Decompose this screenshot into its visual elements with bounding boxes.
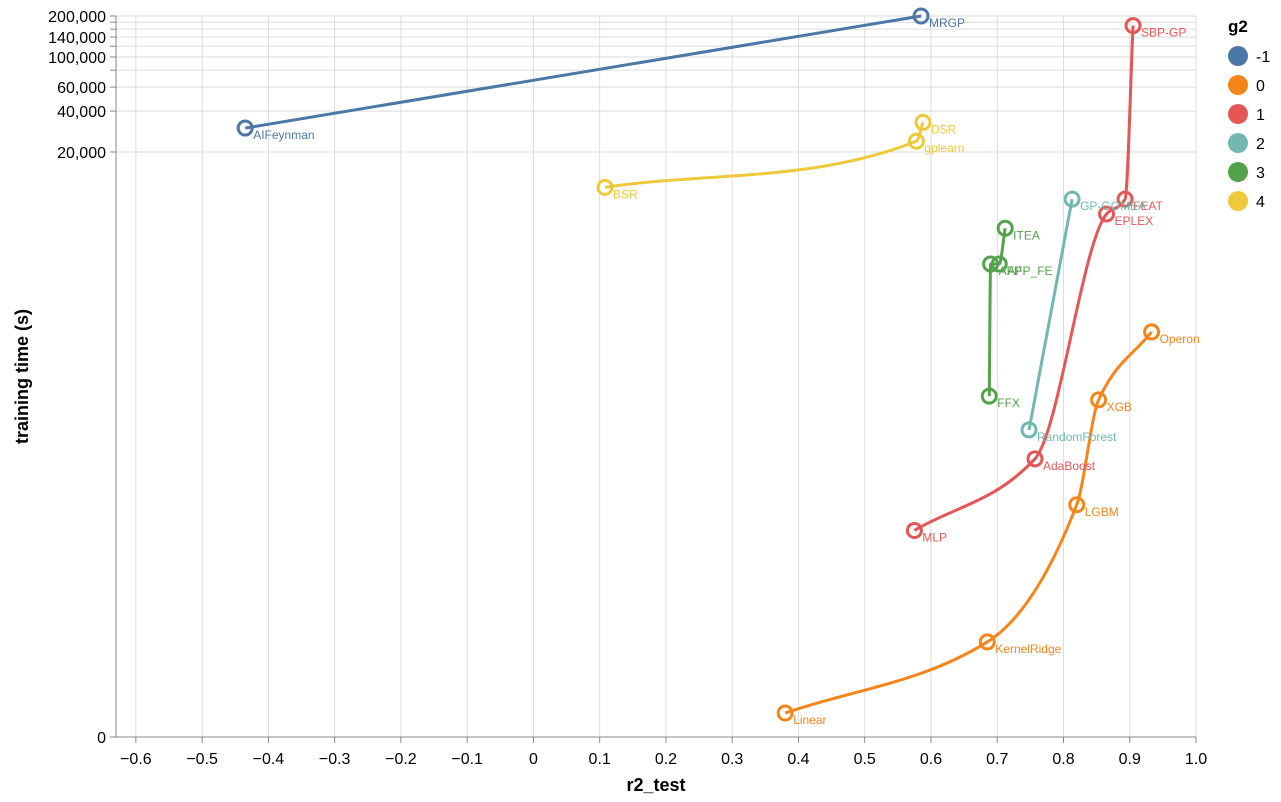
data-point-label: RandomForest [1037,430,1117,444]
x-tick-label: 0.6 [920,751,942,768]
data-point-label: AIFeynman [253,128,314,142]
data-point-label: MLP [922,530,947,544]
data-point-label: SBP-GP [1141,26,1186,40]
data-point[interactable] [980,387,998,405]
x-tick-label: −0.2 [385,751,417,768]
y-tick-label: 200,000 [48,9,106,26]
x-tick-label: 0.9 [1119,751,1141,768]
legend-swatch [1228,46,1248,66]
x-tick-label: 0.1 [589,751,611,768]
data-point-label: AdaBoost [1043,459,1096,473]
data-point[interactable] [978,633,996,651]
data-point[interactable] [905,521,923,539]
legend-label: -1 [1256,49,1270,66]
data-point[interactable] [1063,190,1081,208]
data-point-label: MRGP [929,16,965,30]
x-tick-label: 0.4 [787,751,809,768]
x-tick-label: −0.4 [253,751,285,768]
data-point[interactable] [236,119,254,137]
data-point[interactable] [1143,323,1161,341]
legend-label: 2 [1256,136,1265,153]
data-point-label: DSR [931,122,957,136]
x-tick-label: −0.1 [451,751,483,768]
data-point-label: Operon [1160,332,1200,346]
x-tick-label: 0.5 [854,751,876,768]
data-point-label: AFP_FE [1007,264,1052,278]
x-tick-label: 0 [529,751,538,768]
data-point-label: GP-GOMEA [1080,199,1146,213]
legend-swatch [1228,191,1248,211]
data-point-label: gplearn [924,141,964,155]
legend: g2 -1 0 1 2 3 4 [1228,17,1270,211]
data-point[interactable] [1116,190,1134,208]
series-line-0 [784,331,1153,715]
data-point-label: KernelRidge [995,642,1061,656]
series-line-4 [604,121,925,189]
legend-title: g2 [1228,17,1248,36]
legend-swatch [1228,104,1248,124]
data-point-label: Linear [793,713,826,727]
y-tick-label: 20,000 [57,145,106,162]
x-tick-label: 0.3 [721,751,743,768]
data-point[interactable] [1090,391,1108,409]
series-line-2 [1027,198,1074,431]
series-line--1 [244,14,922,130]
legend-label: 3 [1256,165,1265,182]
data-point[interactable] [1068,496,1086,514]
data-point[interactable] [990,255,1008,273]
x-axis-title: r2_test [626,775,685,795]
data-point-label: FEAT [1133,199,1163,213]
data-points: AIFeynman MRGP Linear KernelRidge LGBM XGB Ope… [236,7,1200,727]
x-tick-label: 0.7 [986,751,1008,768]
legend-label: 0 [1256,78,1265,95]
series-line-1 [913,25,1135,532]
x-tick-label: 0.8 [1052,751,1074,768]
y-tick-label: 100,000 [48,50,106,67]
data-point[interactable] [596,178,614,196]
legend-label: 1 [1256,107,1265,124]
legend-label: 4 [1256,194,1265,211]
axes: −0.6 −0.5 −0.4 −0.3 −0.2 −0.1 0 0.1 0.2 0.3 0.4 0.5… [12,9,1207,795]
legend-swatch [1228,75,1248,95]
data-point-label: XGB [1107,400,1132,414]
y-tick-label: 60,000 [57,80,106,97]
data-point-label: FFX [997,396,1020,410]
x-tick-label: −0.6 [120,751,152,768]
data-point[interactable] [1026,450,1044,468]
legend-swatch [1228,133,1248,153]
data-point[interactable] [1098,205,1116,223]
data-point[interactable] [776,704,794,722]
data-point[interactable] [907,132,925,150]
grid [116,15,1197,738]
y-axis-title: training time (s) [12,309,32,444]
legend-swatch [1228,162,1248,182]
series-lines [244,14,1153,715]
data-point-label: ITEA [1013,228,1040,242]
data-point[interactable] [982,255,1000,273]
y-tick-label: 140,000 [48,30,106,47]
x-tick-label: −0.3 [319,751,351,768]
x-tick-label: 1.0 [1185,751,1207,768]
data-point-label: LGBM [1085,505,1119,519]
data-point[interactable] [914,113,932,131]
data-point[interactable] [996,219,1014,237]
x-tick-label: 0.2 [655,751,677,768]
y-tick-label: 40,000 [57,104,106,121]
data-point[interactable] [1020,421,1038,439]
x-tick-label: −0.5 [186,751,218,768]
y-tick-label: 0 [97,730,106,747]
data-point-label: EPLEX [1115,214,1154,228]
data-point-label: BSR [613,187,638,201]
data-point[interactable] [1124,17,1142,35]
data-point[interactable] [912,7,930,25]
